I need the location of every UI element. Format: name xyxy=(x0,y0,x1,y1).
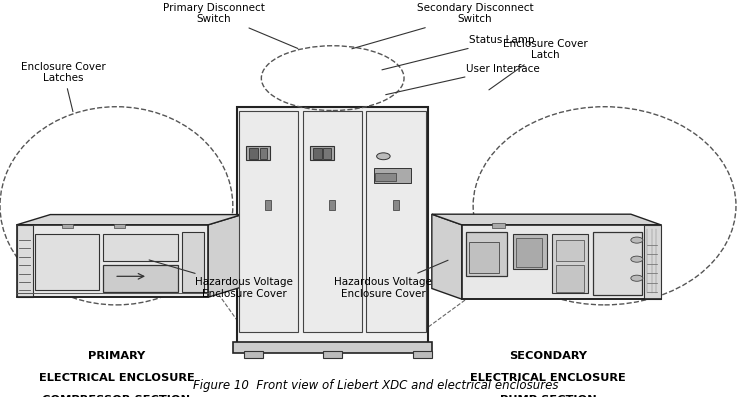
Circle shape xyxy=(631,275,643,281)
Bar xyxy=(466,233,507,276)
Polygon shape xyxy=(208,214,242,297)
Circle shape xyxy=(631,237,643,243)
Bar xyxy=(644,225,661,299)
Bar xyxy=(413,351,432,358)
Bar xyxy=(266,200,272,210)
Bar xyxy=(552,234,588,293)
Bar xyxy=(329,200,335,210)
Text: SECONDARY: SECONDARY xyxy=(509,351,587,360)
Bar xyxy=(324,148,331,158)
Bar xyxy=(260,148,267,158)
Text: ELECTRICAL ENCLOSURE: ELECTRICAL ENCLOSURE xyxy=(470,373,626,383)
Bar xyxy=(462,225,661,299)
Bar xyxy=(239,110,298,331)
Bar xyxy=(233,342,432,353)
Text: User Interface: User Interface xyxy=(386,64,539,94)
Bar xyxy=(237,107,428,343)
Bar xyxy=(182,233,204,291)
Bar xyxy=(35,234,99,290)
Bar xyxy=(513,234,547,269)
Bar xyxy=(62,224,73,228)
Text: Secondary Disconnect
Switch: Secondary Disconnect Switch xyxy=(352,2,533,49)
Bar xyxy=(103,265,178,291)
Bar xyxy=(469,242,499,272)
Bar xyxy=(249,148,258,158)
Text: COMPRESSOR SECTION: COMPRESSOR SECTION xyxy=(42,395,191,397)
Text: Figure 10  Front view of Liebert XDC and electrical enclosures: Figure 10 Front view of Liebert XDC and … xyxy=(193,379,558,392)
Text: Status Lamp: Status Lamp xyxy=(382,35,535,70)
Bar xyxy=(593,233,642,295)
Bar xyxy=(394,200,400,210)
Polygon shape xyxy=(432,214,661,225)
Bar xyxy=(492,224,505,228)
Bar xyxy=(375,173,396,181)
Bar xyxy=(310,146,334,160)
Text: Hazardous Voltage
Enclosure Cover: Hazardous Voltage Enclosure Cover xyxy=(334,260,448,299)
Bar xyxy=(303,110,362,331)
Bar xyxy=(244,351,263,358)
Bar xyxy=(556,240,584,261)
Bar xyxy=(516,238,542,267)
Bar xyxy=(366,110,426,331)
Bar xyxy=(313,148,322,158)
Bar xyxy=(246,146,270,160)
Text: Primary Disconnect
Switch: Primary Disconnect Switch xyxy=(163,2,298,48)
Text: Enclosure Cover
Latch: Enclosure Cover Latch xyxy=(489,39,588,90)
Polygon shape xyxy=(432,214,462,299)
Bar xyxy=(17,225,208,297)
Polygon shape xyxy=(17,214,242,225)
Circle shape xyxy=(376,153,391,160)
Text: Enclosure Cover
Latches: Enclosure Cover Latches xyxy=(21,62,106,112)
Text: ELECTRICAL ENCLOSURE: ELECTRICAL ENCLOSURE xyxy=(38,373,195,383)
Bar xyxy=(323,351,342,358)
Text: PUMP SECTION: PUMP SECTION xyxy=(500,395,596,397)
Text: Hazardous Voltage
Enclosure Cover: Hazardous Voltage Enclosure Cover xyxy=(149,260,293,299)
Bar xyxy=(374,168,412,183)
Bar xyxy=(556,265,584,291)
Bar xyxy=(103,234,178,261)
Bar xyxy=(17,225,33,297)
Text: PRIMARY: PRIMARY xyxy=(88,351,145,360)
Circle shape xyxy=(631,256,643,262)
Bar xyxy=(114,224,125,228)
